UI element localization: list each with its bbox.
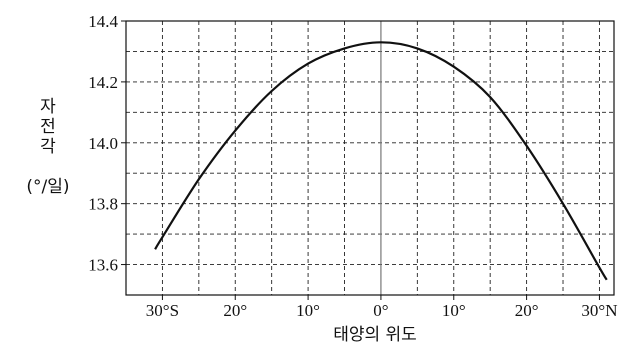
x-tick-label: 20°	[223, 301, 247, 320]
x-tick-label: 10°	[442, 301, 466, 320]
tick-labels: 30°S 20° 10° 0° 10° 20° 30°N 13.6 13.8 14.0 14.2 14…	[88, 12, 617, 320]
y-axis-title-char-2: 전	[40, 117, 56, 137]
y-tick-label: 14.0	[88, 134, 118, 153]
axes	[121, 20, 615, 300]
y-axis-title-char-1: 자	[40, 97, 56, 117]
x-tick-label: 10°	[296, 301, 320, 320]
series-line	[154, 41, 608, 281]
y-tick-label: 14.2	[88, 73, 118, 92]
plot-frame	[125, 20, 615, 296]
y-tick-label: 13.6	[88, 256, 118, 275]
x-tick-label: 30°S	[146, 301, 179, 320]
y-tick-label: 14.4	[88, 12, 118, 31]
series-layer	[154, 41, 608, 281]
grid	[126, 21, 614, 295]
y-axis-title-char-3: 각	[40, 137, 56, 157]
y-axis-unit: (°/일)	[26, 177, 69, 197]
x-tick-label: 20°	[515, 301, 539, 320]
x-axis-title: 태양의 위도	[333, 325, 417, 345]
x-tick-label: 30°N	[581, 301, 617, 320]
y-tick-label: 13.8	[88, 195, 118, 214]
x-tick-label: 0°	[373, 301, 388, 320]
